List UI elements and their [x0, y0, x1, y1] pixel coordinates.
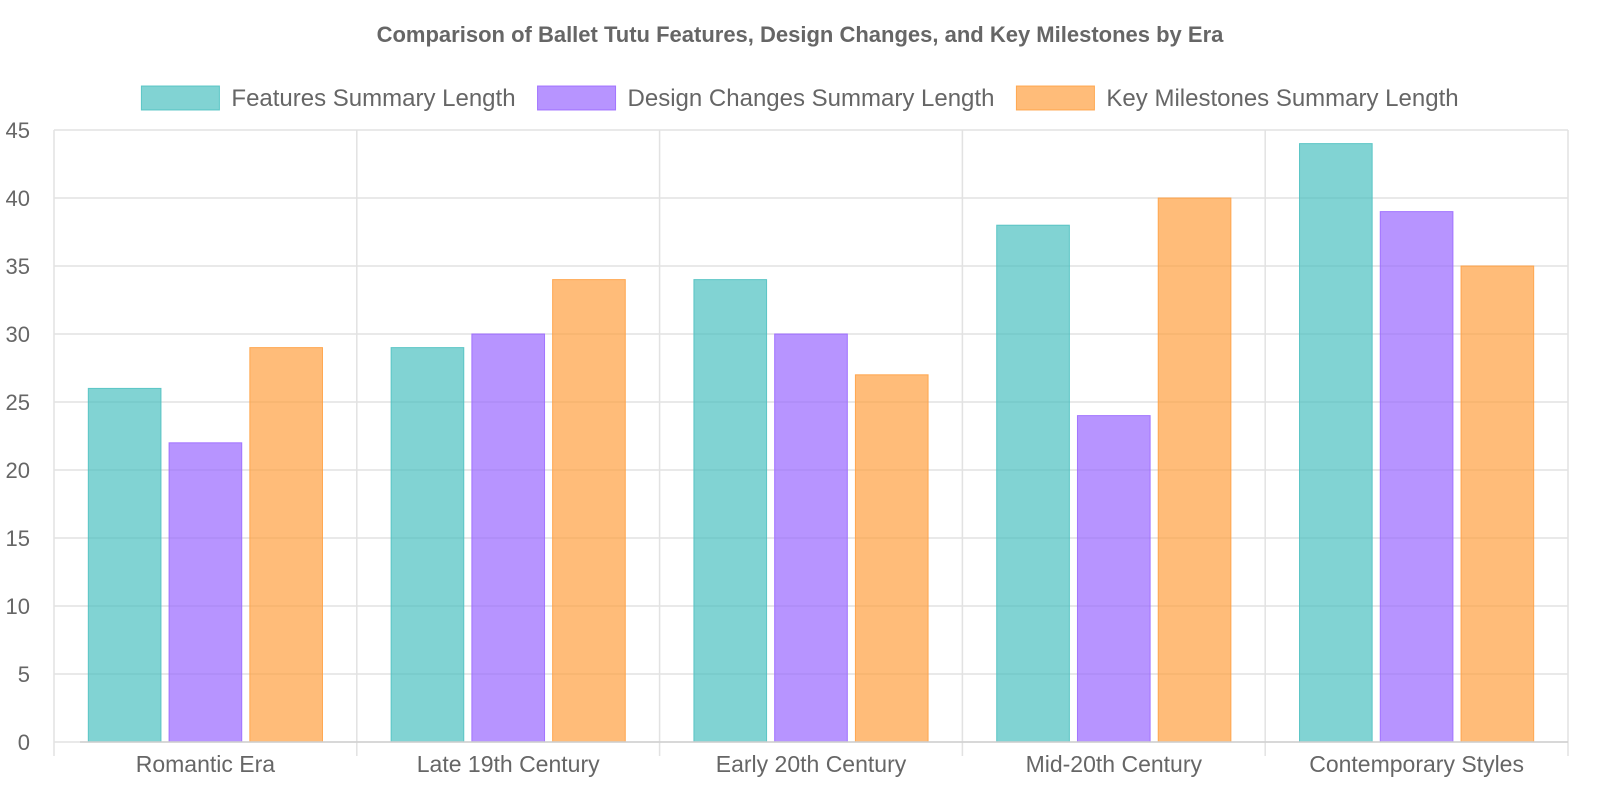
bar-design-changes-summary-length-contemporary-styles[interactable]	[1379, 211, 1454, 743]
bar-design-changes-summary-length-romantic-era[interactable]	[168, 442, 243, 743]
x-tick-label: Early 20th Century	[716, 751, 907, 777]
bar-key-milestones-summary-length-early-20th-century[interactable]	[854, 374, 929, 743]
legend-item-features-summary-length[interactable]: Features Summary Length	[140, 85, 516, 112]
y-tick-label: 5	[18, 662, 30, 687]
bar-key-milestones-summary-length-mid-20th-century[interactable]	[1157, 197, 1232, 743]
legend-label: Features Summary Length	[231, 85, 515, 112]
x-tick-label: Mid-20th Century	[1026, 751, 1203, 777]
y-tick-label: 10	[6, 594, 30, 619]
legend-item-design-changes-summary-length[interactable]: Design Changes Summary Length	[537, 85, 995, 112]
y-tick-label: 35	[6, 254, 30, 279]
axes: 0 5 10 15 20 25 30 35 40 45 Romantic Era Late 19th …	[6, 118, 1568, 777]
legend-label: Design Changes Summary Length	[628, 85, 995, 112]
y-tick-label: 15	[6, 526, 30, 551]
bar-features-summary-length-early-20th-century[interactable]	[693, 279, 768, 743]
y-tick-label: 40	[6, 186, 30, 211]
bar-design-changes-summary-length-mid-20th-century[interactable]	[1076, 415, 1151, 743]
y-tick-label: 45	[6, 118, 30, 143]
bar-design-changes-summary-length-late-19th-century[interactable]	[471, 333, 546, 743]
bar-features-summary-length-contemporary-styles[interactable]	[1299, 143, 1373, 743]
bar-key-milestones-summary-length-romantic-era[interactable]	[249, 347, 323, 743]
y-tick-label: 0	[18, 730, 30, 755]
y-tick-label: 25	[6, 390, 30, 415]
y-tick-label: 20	[6, 458, 30, 483]
x-tick-label: Romantic Era	[136, 751, 276, 777]
bar-features-summary-length-mid-20th-century[interactable]	[996, 224, 1070, 743]
legend-label: Key Milestones Summary Length	[1106, 85, 1458, 112]
legend-swatch	[537, 85, 617, 111]
bar-features-summary-length-late-19th-century[interactable]	[390, 347, 465, 743]
bar-design-changes-summary-length-early-20th-century[interactable]	[774, 333, 848, 743]
bar-key-milestones-summary-length-late-19th-century[interactable]	[552, 279, 626, 743]
x-tick-label: Contemporary Styles	[1309, 751, 1524, 777]
x-tick-label: Late 19th Century	[417, 751, 600, 777]
bars	[87, 143, 1535, 743]
bar-key-milestones-summary-length-contemporary-styles[interactable]	[1460, 265, 1535, 743]
legend-swatch	[1015, 85, 1095, 111]
legend: Features Summary Length Design Changes Su…	[140, 85, 1459, 112]
bar-features-summary-length-romantic-era[interactable]	[87, 387, 162, 743]
chart-title: Comparison of Ballet Tutu Features, Desi…	[377, 22, 1225, 47]
legend-item-key-milestones-summary-length[interactable]: Key Milestones Summary Length	[1015, 85, 1459, 112]
y-tick-label: 30	[6, 322, 30, 347]
legend-swatch	[140, 85, 220, 111]
